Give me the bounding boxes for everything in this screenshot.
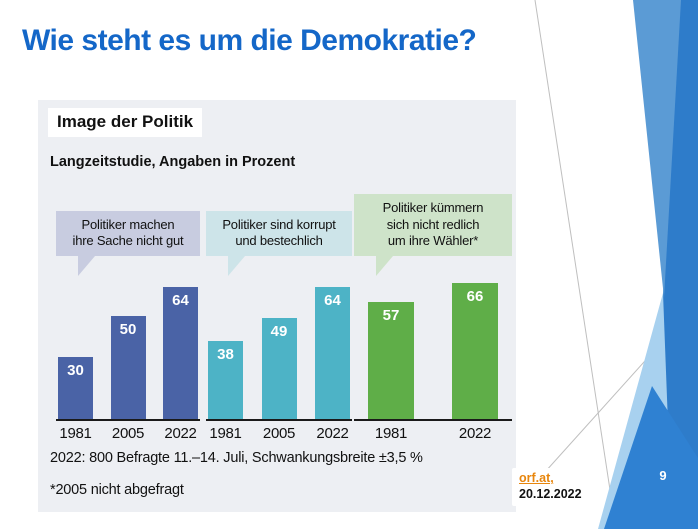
year-label: 1981: [374, 425, 408, 442]
facet-medium-shape: [633, 0, 681, 298]
year-label: 2022: [164, 425, 197, 442]
bar: 38: [208, 341, 243, 419]
bar: 64: [315, 287, 350, 419]
bar: 57: [368, 302, 414, 419]
chart-footnote-sample: 2022: 800 Befragte 11.–14. Juli, Schwank…: [50, 450, 423, 466]
bar-value-label: 30: [67, 362, 84, 379]
year-label: 1981: [209, 425, 242, 442]
year-label: 2022: [316, 425, 349, 442]
speech-bubble-label: Politiker machen ihre Sache nicht gut: [56, 210, 200, 256]
speech-bubble-tail: [78, 256, 95, 276]
bar-group: Politiker machen ihre Sache nicht gut 30 5…: [56, 188, 200, 442]
infographic-panel: Image der Politik Langzeitstudie, Angabe…: [38, 100, 516, 512]
bar-value-label: 64: [172, 292, 189, 309]
years-row: 1981 2005 2022: [56, 425, 200, 442]
bar: 66: [452, 283, 498, 419]
bar-group: Politiker kümmern sich nicht redlich um …: [354, 188, 512, 442]
year-label: 2005: [111, 425, 145, 442]
speech-bubble-tail: [376, 256, 393, 276]
bar: 64: [163, 287, 198, 419]
year-label: 1981: [59, 425, 92, 442]
bar-value-label: 38: [217, 346, 234, 363]
years-row: 1981 2005 2022: [206, 425, 352, 442]
bars-row: 57 66: [354, 276, 512, 421]
chart-footnote-asterisk: *2005 nicht abgefragt: [50, 482, 184, 498]
speech-bubble-tail: [228, 256, 245, 276]
source-box: orf.at, 20.12.2022: [512, 468, 589, 507]
year-label: 2005: [262, 425, 296, 442]
diagonal-line: [544, 301, 698, 473]
bars-row: 30 50 64: [56, 276, 200, 421]
slide-title: Wie steht es um die Demokratie?: [22, 24, 477, 57]
bars-row: 38 49 64: [206, 276, 352, 421]
year-label: 2022: [458, 425, 492, 442]
bar-value-label: 66: [466, 288, 484, 305]
bar: 30: [58, 357, 93, 419]
bar-group: Politiker sind korrupt und bestechlich 38…: [206, 188, 352, 442]
bar-value-label: 64: [324, 292, 341, 309]
facet-light-shape: [598, 293, 672, 529]
years-row: 1981 2022: [354, 425, 512, 442]
bar: 49: [261, 318, 297, 419]
source-link[interactable]: orf.at,: [519, 471, 554, 485]
page-number: 9: [659, 468, 667, 483]
facet-bottom-triangle: [604, 386, 698, 529]
bar-value-label: 57: [382, 307, 400, 324]
bar-value-label: 50: [119, 321, 137, 338]
facet-dark-shape: [646, 0, 698, 529]
bar-value-label: 49: [270, 323, 288, 340]
infographic-subtitle: Langzeitstudie, Angaben in Prozent: [50, 154, 296, 170]
infographic-title: Image der Politik: [48, 108, 203, 137]
bar: 50: [110, 316, 146, 419]
diagonal-line: [534, 0, 617, 529]
source-date: 20.12.2022: [519, 486, 582, 501]
speech-bubble-label: Politiker sind korrupt und bestechlich: [206, 210, 352, 256]
speech-bubble-label: Politiker kümmern sich nicht redlich um …: [354, 194, 512, 256]
